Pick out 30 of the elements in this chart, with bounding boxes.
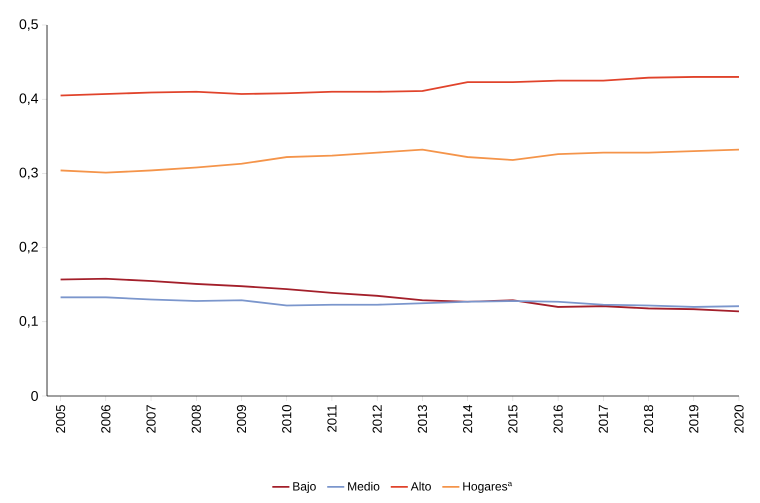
x-tick-label: 2009 xyxy=(236,405,246,433)
x-tick-label: 2010 xyxy=(282,405,292,433)
x-tick-label: 2014 xyxy=(463,404,472,433)
x-tick-label: 2011 xyxy=(327,405,337,432)
legend-label: Alto xyxy=(410,482,431,491)
y-tick-label: 0,3 xyxy=(20,168,38,180)
x-tick-label: 2012 xyxy=(372,405,382,433)
line-series xyxy=(60,278,739,312)
x-tick-label: 2005 xyxy=(56,405,66,433)
y-tick-label: 0,2 xyxy=(20,242,38,254)
x-tick-label: 2015 xyxy=(508,405,518,433)
x-tick-label: 2019 xyxy=(689,405,698,433)
x-tick-label: 2020 xyxy=(734,405,744,433)
y-tick-label: 0,5 xyxy=(20,19,38,31)
x-tick-label: 2013 xyxy=(418,405,427,433)
y-tick-label: 0,4 xyxy=(20,93,38,105)
legend-label: Bajo xyxy=(293,482,316,493)
x-tick-label: 2017 xyxy=(598,405,608,433)
line-series xyxy=(60,148,739,174)
y-tick-label: 0,1 xyxy=(20,316,38,328)
x-tick-label: 2016 xyxy=(553,405,563,433)
legend-label: Medio xyxy=(348,482,380,491)
x-tick-label: 2007 xyxy=(146,405,156,433)
y-tick-label: 0 xyxy=(31,391,38,401)
line-series xyxy=(60,76,739,96)
x-tick-label: 2018 xyxy=(644,405,654,433)
legend-label: Hogares$^{a}$ xyxy=(463,482,512,493)
line-series xyxy=(60,296,739,308)
x-tick-label: 2006 xyxy=(101,405,110,433)
x-tick-label: 2008 xyxy=(192,405,201,433)
